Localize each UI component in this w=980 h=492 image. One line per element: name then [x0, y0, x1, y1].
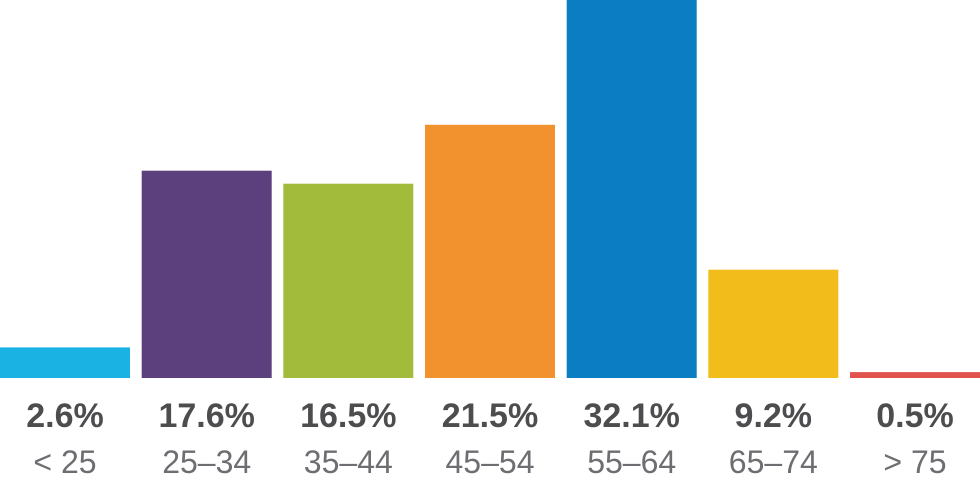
- value-label-6: 9.2%: [735, 397, 813, 435]
- bar-7: [850, 372, 980, 378]
- category-label-5: 55–64: [587, 444, 676, 480]
- category-label-3: 35–44: [304, 444, 393, 480]
- value-label-4: 21.5%: [442, 397, 538, 435]
- bar-1: [0, 347, 130, 378]
- value-label-5: 32.1%: [583, 397, 679, 435]
- value-label-2: 17.6%: [158, 397, 254, 435]
- bar-2: [141, 170, 272, 378]
- bar-6: [708, 269, 839, 378]
- category-label-2: 25–34: [162, 444, 251, 480]
- category-label-7: > 75: [883, 444, 946, 480]
- category-label-4: 45–54: [446, 444, 535, 480]
- value-label-7: 0.5%: [876, 397, 954, 435]
- category-label-6: 65–74: [729, 444, 818, 480]
- value-label-1: 2.6%: [26, 397, 104, 435]
- bar-3: [283, 183, 414, 378]
- category-label-1: < 25: [33, 444, 96, 480]
- bar-4: [425, 124, 555, 378]
- value-label-3: 16.5%: [300, 397, 396, 435]
- bar-5: [566, 0, 697, 378]
